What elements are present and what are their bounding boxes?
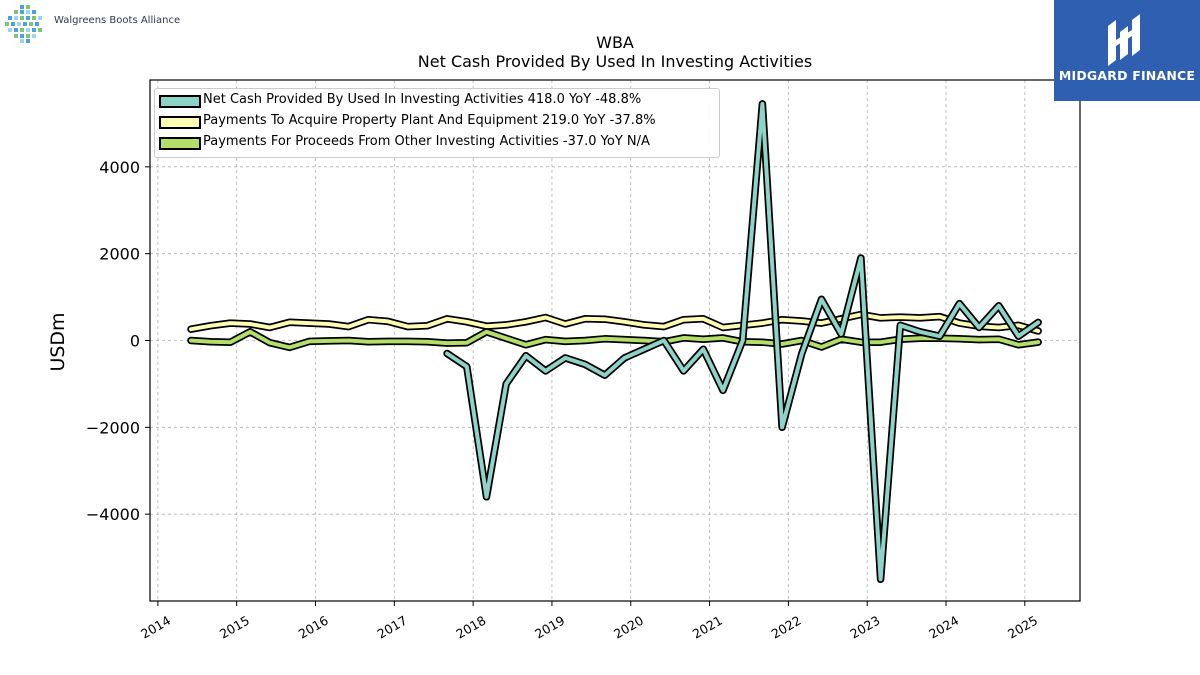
- watermark-text: MIDGARD FINANCE: [1058, 68, 1196, 83]
- x-tick-label: 2021: [690, 613, 725, 642]
- legend-swatch-net-cash: [159, 95, 201, 108]
- y-tick-label: −4000: [86, 505, 140, 524]
- midgard-finance-logo: MIDGARD FINANCE: [1054, 0, 1200, 101]
- series-line: [445, 101, 1041, 582]
- chart-title: WBA: [596, 33, 634, 52]
- legend-label: Payments For Proceeds From Other Investi…: [203, 134, 650, 149]
- y-axis-label: USDm: [47, 312, 69, 372]
- series-payments-to-acquire-property-plant-and-equipment: [187, 310, 1042, 335]
- legend-item-net-cash: Net Cash Provided By Used In Investing A…: [155, 91, 719, 111]
- x-tick-label: 2024: [926, 613, 961, 642]
- x-tick-label: 2023: [847, 613, 882, 642]
- chart-subtitle: Net Cash Provided By Used In Investing A…: [417, 52, 813, 71]
- x-tick-label: 2020: [611, 613, 646, 642]
- legend-item-other: Payments For Proceeds From Other Investi…: [155, 133, 719, 153]
- x-tick-label: 2015: [217, 613, 252, 642]
- series-line: [189, 312, 1041, 333]
- x-tick-label: 2019: [532, 613, 567, 642]
- series-payments-for-proceeds-from-other-investing-activities: [187, 328, 1042, 352]
- x-tick-label: 2018: [453, 613, 488, 642]
- legend-swatch-other: [159, 137, 201, 150]
- series-lines: [187, 100, 1042, 584]
- series-net-cash-provided-by-used-in-investing-activities: [443, 100, 1042, 584]
- legend-swatch-capex: [159, 116, 201, 129]
- y-tick-label: 0: [130, 332, 140, 351]
- walgreens-logo-icon: [5, 5, 42, 43]
- y-tick-label: 2000: [99, 245, 140, 264]
- midgard-logo-icon: [1108, 14, 1140, 66]
- y-tick-label: −2000: [86, 418, 140, 437]
- legend-item-capex: Payments To Acquire Property Plant And E…: [155, 112, 719, 132]
- y-tick-label: 4000: [99, 158, 140, 177]
- x-tick-label: 2016: [296, 613, 331, 642]
- x-tick-label: 2022: [769, 613, 804, 642]
- legend-label: Payments To Acquire Property Plant And E…: [203, 113, 656, 128]
- x-tick-label: 2014: [138, 613, 173, 642]
- series-line: [189, 329, 1041, 350]
- x-tick-label: 2025: [1005, 613, 1040, 642]
- x-tick-label: 2017: [375, 613, 410, 642]
- brand-name: Walgreens Boots Alliance: [54, 15, 181, 26]
- legend-label: Net Cash Provided By Used In Investing A…: [203, 92, 642, 107]
- legend: Net Cash Provided By Used In Investing A…: [154, 88, 720, 158]
